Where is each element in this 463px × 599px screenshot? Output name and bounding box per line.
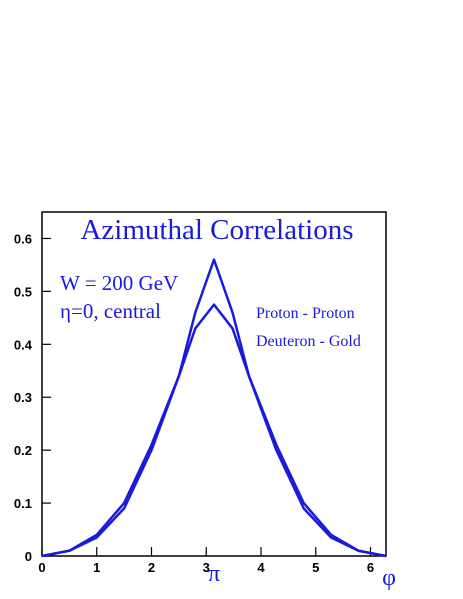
x-annotation: π	[208, 561, 220, 587]
chart-title: Azimuthal Correlations	[80, 214, 353, 246]
x-axis-label: φ	[382, 565, 396, 591]
y-tick-label: 0.4	[14, 337, 33, 352]
legend-label: Proton - Proton	[256, 305, 355, 322]
y-tick-label: 0.5	[14, 284, 32, 299]
x-tick-label: 0	[38, 560, 45, 575]
x-tick-label: 1	[93, 560, 100, 575]
y-tick-label: 0.3	[14, 390, 32, 405]
y-tick-label: 0.2	[14, 443, 32, 458]
x-tick-label: 6	[367, 560, 374, 575]
y-tick-label: 0	[25, 549, 32, 564]
legend-label: Deuteron - Gold	[256, 333, 361, 350]
y-tick-label: 0.1	[14, 496, 32, 511]
series-line	[41, 303, 387, 558]
series-line	[41, 258, 387, 558]
x-tick-label: 4	[257, 560, 265, 575]
annotation: η=0, central	[60, 299, 161, 323]
y-tick-label: 0.6	[14, 231, 32, 246]
annotation: W = 200 GeV	[60, 271, 178, 295]
x-tick-label: 5	[312, 560, 319, 575]
x-tick-label: 3	[203, 560, 210, 575]
plot-frame	[41, 211, 387, 557]
x-tick-label: 2	[148, 560, 155, 575]
